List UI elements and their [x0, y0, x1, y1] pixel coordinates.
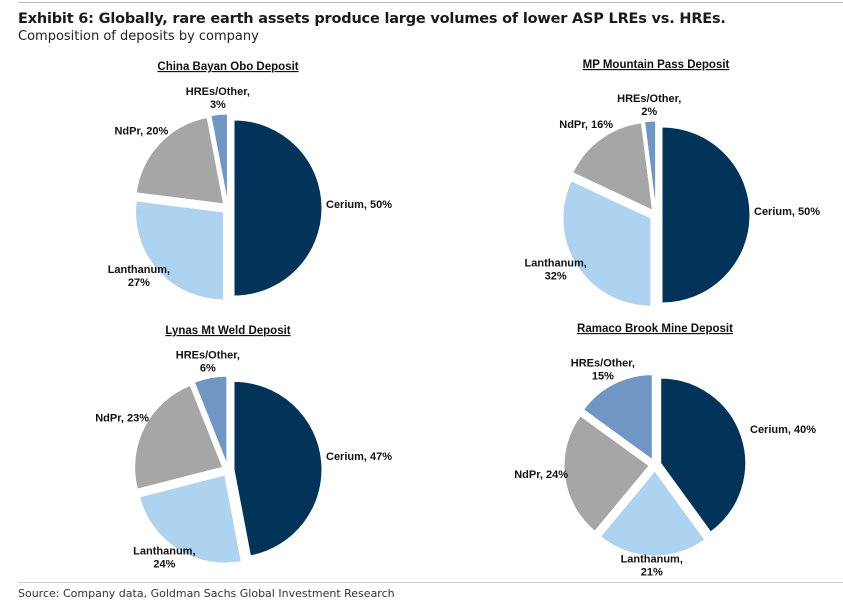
- pie-slice-ndpr: [135, 116, 225, 205]
- source-note: Source: Company data, Goldman Sachs Glob…: [18, 587, 395, 600]
- pie-slice-ndpr: [134, 384, 224, 490]
- data-label-cerium: Cerium, 47%: [326, 451, 392, 463]
- top-rule: [18, 2, 843, 3]
- pie-slice-cerium: [233, 119, 323, 297]
- pie-slice-hres-other: [210, 113, 228, 203]
- exhibit-title: Exhibit 6: Globally, rare earth assets p…: [18, 11, 726, 27]
- data-label-cerium: Cerium, 40%: [750, 424, 816, 436]
- data-label-ndpr: NdPr, 20%: [114, 126, 168, 138]
- pie-chart-mp-mountain-pass-deposit: MP Mountain Pass Deposit Cerium, 50% Lanth…: [525, 59, 820, 307]
- exhibit-subtitle: Composition of deposits by company: [18, 29, 259, 44]
- pie-slice-ndpr: [563, 415, 650, 532]
- chart-title: Lynas Mt Weld Deposit: [165, 325, 290, 337]
- data-label-ndpr: NdPr, 24%: [514, 469, 568, 481]
- pie-slice-cerium: [660, 377, 747, 533]
- data-label-cerium: Cerium, 50%: [326, 199, 392, 211]
- pie-slice-hres-other: [644, 120, 657, 210]
- pie-slice-lanthanum: [138, 474, 242, 564]
- pie-chart-lynas-mt-weld-deposit: Lynas Mt Weld Deposit Cerium, 47% Lanthanu…: [95, 325, 392, 571]
- pie-chart-ramaco-brook-mine-deposit: Ramaco Brook Mine Deposit Cerium, 40% Lant…: [514, 323, 816, 579]
- pie-slice-cerium: [233, 380, 323, 557]
- data-label-ndpr: NdPr, 16%: [559, 119, 613, 131]
- data-label-hres-other: HREs/Other, 2%: [617, 93, 681, 118]
- data-label-hres-other: HREs/Other, 3%: [186, 86, 250, 111]
- pie-chart-china-bayan-obo-deposit: China Bayan Obo Deposit Cerium, 50% Lantha…: [108, 61, 392, 301]
- pie-slice-lanthanum: [599, 470, 706, 557]
- data-label-lanthanum: Lanthanum, 27%: [108, 264, 170, 289]
- pie-slice-hres-other: [582, 374, 653, 461]
- pie-slice-cerium: [661, 126, 751, 304]
- chart-title: MP Mountain Pass Deposit: [583, 59, 730, 71]
- chart-title: Ramaco Brook Mine Deposit: [577, 323, 733, 335]
- pie-slice-lanthanum: [135, 200, 224, 301]
- data-label-cerium: Cerium, 50%: [754, 206, 820, 218]
- pie-slice-lanthanum: [562, 180, 652, 307]
- data-label-hres-other: HREs/Other, 6%: [176, 350, 240, 375]
- data-label-lanthanum: Lanthanum, 32%: [525, 258, 587, 283]
- bottom-rule: [18, 582, 843, 583]
- data-label-lanthanum: Lanthanum, 24%: [133, 546, 195, 571]
- data-label-ndpr: NdPr, 23%: [95, 412, 149, 424]
- pie-slice-hres-other: [193, 375, 228, 465]
- pie-slice-ndpr: [572, 122, 654, 211]
- data-label-lanthanum: Lanthanum, 21%: [621, 554, 683, 579]
- data-label-hres-other: HREs/Other, 15%: [571, 358, 635, 383]
- chart-title: China Bayan Obo Deposit: [157, 61, 298, 73]
